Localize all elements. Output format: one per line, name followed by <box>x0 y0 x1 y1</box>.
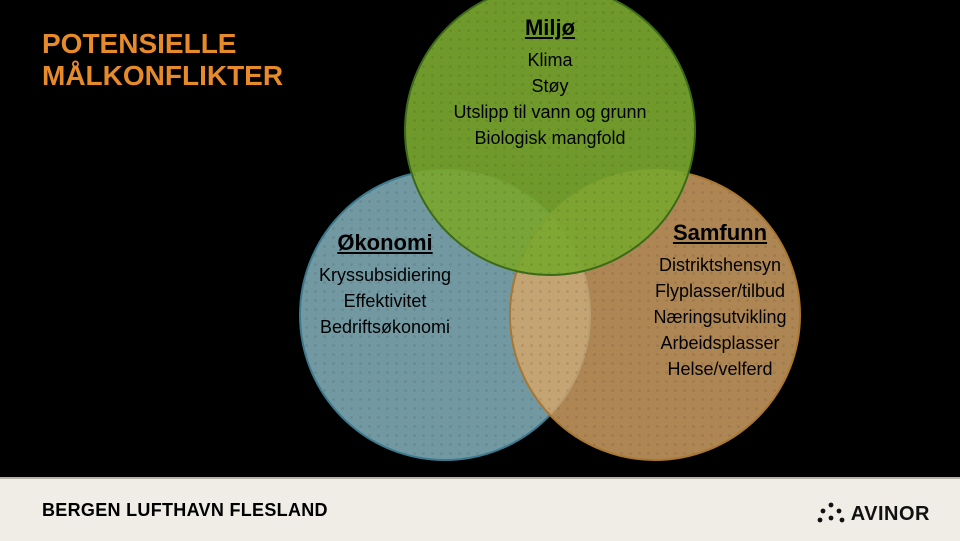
soc-line: Næringsutvikling <box>600 304 840 330</box>
env-line: Biologisk mangfold <box>430 125 670 151</box>
eco-line: Bedriftsøkonomi <box>265 314 505 340</box>
brand-name: AVINOR <box>851 503 930 526</box>
venn-label-economy: Økonomi Kryssubsidiering Effektivitet Be… <box>265 230 505 340</box>
env-line: Utslipp til vann og grunn <box>430 99 670 125</box>
soc-line: Helse/velferd <box>600 356 840 382</box>
avinor-dots-icon <box>817 501 845 527</box>
soc-line: Distriktshensyn <box>600 252 840 278</box>
soc-line: Flyplasser/tilbud <box>600 278 840 304</box>
env-heading: Miljø <box>430 15 670 41</box>
soc-heading: Samfunn <box>600 220 840 246</box>
env-line: Støy <box>430 73 670 99</box>
venn-label-environment: Miljø Klima Støy Utslipp til vann og gru… <box>430 15 670 151</box>
env-line: Klima <box>430 47 670 73</box>
eco-line: Effektivitet <box>265 288 505 314</box>
brand-logo: AVINOR <box>817 501 930 527</box>
title-line-1: POTENSIELLE <box>42 28 236 59</box>
slide: { "title": { "line1": "POTENSIELLE", "li… <box>0 0 960 541</box>
eco-line: Kryssubsidiering <box>265 262 505 288</box>
venn-diagram: Miljø Klima Støy Utslipp til vann og gru… <box>230 0 870 470</box>
venn-label-society: Samfunn Distriktshensyn Flyplasser/tilbu… <box>600 220 840 382</box>
footer-left-text: BERGEN LUFTHAVN FLESLAND <box>42 500 328 521</box>
soc-line: Arbeidsplasser <box>600 330 840 356</box>
eco-heading: Økonomi <box>265 230 505 256</box>
